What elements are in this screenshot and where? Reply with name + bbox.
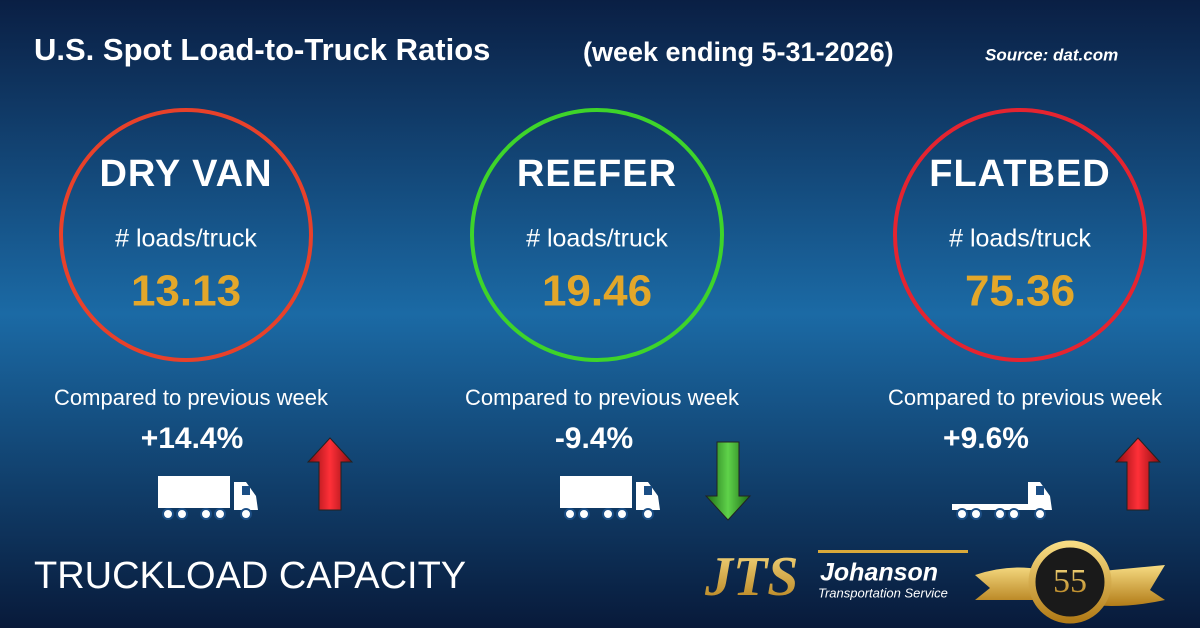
- logo-tagline: Transportation Service: [818, 585, 948, 600]
- title: U.S. Spot Load-to-Truck Ratios: [34, 32, 490, 67]
- card: REEFER # loads/truck 19.46 Compared to prev…: [465, 108, 752, 521]
- truck-bed: [952, 504, 1032, 510]
- card-unit: # loads/truck: [115, 225, 257, 253]
- truck-wheel: [214, 508, 226, 520]
- truck-wheel: [1034, 508, 1046, 520]
- truck-wheel: [1008, 508, 1020, 520]
- card-ratio: 13.13: [131, 267, 241, 316]
- source: Source: dat.com: [985, 45, 1118, 64]
- truck-icon: [952, 482, 1052, 520]
- truck-cab: [234, 482, 258, 510]
- truck-wheel: [642, 508, 654, 520]
- truck-wheel: [994, 508, 1006, 520]
- change-value: +9.6%: [943, 422, 1029, 455]
- logo-rule: [818, 550, 968, 553]
- trend-arrow: [306, 437, 354, 511]
- card: FLATBED # loads/truck 75.36 Compared to pre…: [888, 108, 1163, 520]
- card-name: REEFER: [517, 153, 677, 195]
- card-ratio: 19.46: [542, 267, 652, 316]
- trend-arrow: [704, 441, 752, 521]
- truck-wheel: [956, 508, 968, 520]
- card-unit: # loads/truck: [949, 225, 1091, 253]
- card-ratio: 75.36: [965, 267, 1075, 316]
- truck-wheel: [602, 508, 614, 520]
- truck-wheel: [162, 508, 174, 520]
- trend-arrow: [1114, 437, 1162, 511]
- logo: JTS Johanson Transportation Service 55: [704, 540, 1165, 624]
- change-value: -9.4%: [555, 422, 633, 455]
- logo-name: Johanson: [820, 559, 938, 587]
- badge-number: 55: [1053, 563, 1087, 600]
- compare-label: Compared to previous week: [465, 385, 740, 410]
- card-ring: [470, 108, 724, 362]
- logo-mark: JTS: [704, 546, 798, 608]
- truck-window: [242, 486, 250, 495]
- truck-trailer: [158, 476, 230, 508]
- card-name: DRY VAN: [99, 153, 272, 195]
- truck-window: [644, 486, 652, 495]
- card-ring: [59, 108, 313, 362]
- truck-cab: [636, 482, 660, 510]
- truck-window: [1036, 486, 1044, 495]
- footer-label: TRUCKLOAD CAPACITY: [34, 555, 466, 597]
- card-unit: # loads/truck: [526, 225, 668, 253]
- card-ring: [893, 108, 1147, 362]
- card: DRY VAN # loads/truck 13.13 Compared to pre…: [54, 108, 354, 520]
- truck-wheel: [200, 508, 212, 520]
- truck-icon: [158, 476, 258, 520]
- truck-wheel: [240, 508, 252, 520]
- truck-trailer: [560, 476, 632, 508]
- card-name: FLATBED: [929, 153, 1111, 195]
- badge-seal: [1028, 540, 1112, 624]
- truck-wheel: [970, 508, 982, 520]
- truck-wheel: [176, 508, 188, 520]
- compare-label: Compared to previous week: [888, 385, 1163, 410]
- truck-icon: [560, 476, 660, 520]
- truck-wheel: [616, 508, 628, 520]
- cards: DRY VAN # loads/truck 13.13 Compared to pre…: [54, 108, 1163, 521]
- truck-wheel: [578, 508, 590, 520]
- truck-cab: [1028, 482, 1052, 510]
- change-value: +14.4%: [141, 422, 244, 455]
- compare-label: Compared to previous week: [54, 385, 329, 410]
- truck-wheel: [564, 508, 576, 520]
- subtitle: (week ending 5-31-2026): [583, 37, 894, 67]
